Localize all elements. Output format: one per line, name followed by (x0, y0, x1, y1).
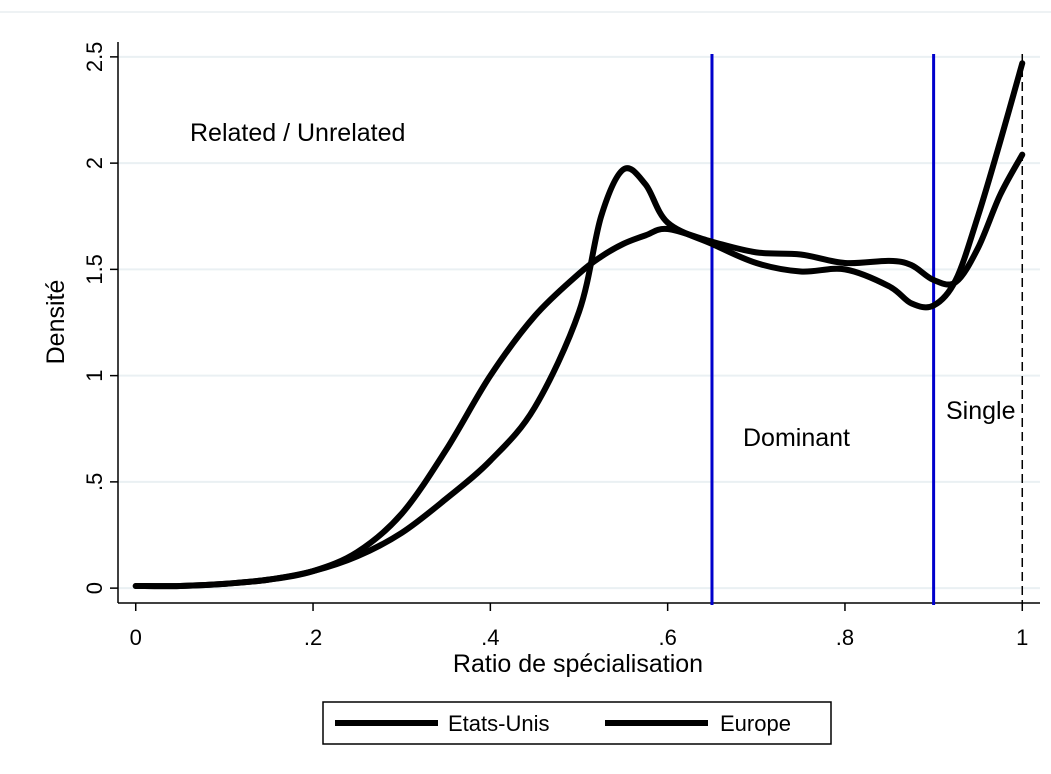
y-axis-title: Densité (42, 280, 70, 365)
x-tick-label: .4 (481, 625, 499, 650)
y-tick-label: 2 (82, 157, 107, 169)
annotation: Single (946, 397, 1016, 425)
y-tick-label: 1.5 (82, 254, 107, 285)
series-line (132, 151, 1026, 590)
legend-label: Europe (720, 711, 791, 736)
x-tick-label: .2 (304, 625, 322, 650)
annotation: Related / Unrelated (190, 119, 405, 147)
y-tick-label: .5 (82, 473, 107, 491)
x-tick-label: .6 (658, 625, 676, 650)
x-tick-label: 0 (130, 625, 142, 650)
annotation: Dominant (743, 424, 850, 452)
x-tick-label: .8 (836, 625, 854, 650)
legend-label: Etats-Unis (448, 711, 549, 736)
y-tick-label: 1 (82, 370, 107, 382)
x-tick-label: 1 (1016, 625, 1028, 650)
y-tick-label: 0 (82, 582, 107, 594)
y-tick-label: 2.5 (82, 42, 107, 73)
x-axis-title: Ratio de spécialisation (453, 650, 703, 678)
